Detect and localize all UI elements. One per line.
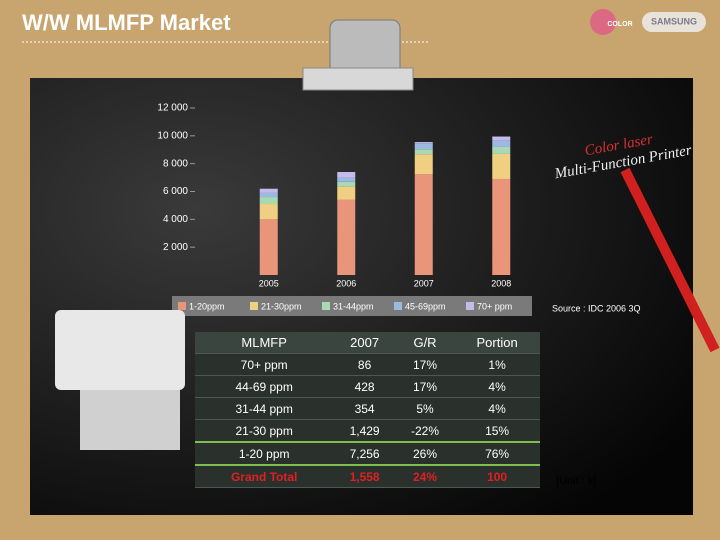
bar-segment <box>337 181 356 187</box>
table-cell: 21-30 ppm <box>195 419 334 443</box>
table-cell: 44-69 ppm <box>195 375 334 398</box>
bar-segment <box>337 177 356 182</box>
table-cell: 76% <box>454 441 540 466</box>
table-cell: -22% <box>395 419 455 443</box>
bar-segment <box>414 142 433 144</box>
table-cell: 1,429 <box>333 419 396 443</box>
bar-segment <box>414 174 433 275</box>
table-cell: 4% <box>454 375 540 398</box>
column-header: MLMFP <box>195 332 334 354</box>
bar-segment <box>492 178 511 275</box>
table-row: 31-44 ppm 354 5% 4% <box>195 397 540 420</box>
y-tick-label: 4 000 <box>163 214 188 225</box>
bar-segment <box>414 154 433 175</box>
header-row: MLMFP 2007 G/R Portion <box>195 332 540 354</box>
legend-swatch <box>466 302 474 310</box>
table-cell: 24% <box>395 465 455 488</box>
source: Source : IDC 2006 3Q <box>552 303 641 313</box>
legend-label: 70+ ppm <box>477 301 512 311</box>
column-header: 2007 <box>333 332 396 354</box>
y-tick-label: 6 000 <box>163 186 188 197</box>
table-cell: 5% <box>395 397 455 420</box>
bar-segment <box>259 219 278 275</box>
legend-label: 45-69ppm <box>405 301 446 311</box>
legend-label: 1-20ppm <box>189 301 225 311</box>
table-cell: 31-44 ppm <box>195 397 334 420</box>
y-tick-label: 2 000 <box>163 242 188 253</box>
x-tick-label: 2008 <box>491 278 511 288</box>
table-cell: 15% <box>454 419 540 443</box>
table-cell: 428 <box>333 375 396 398</box>
legend-label: 31-44ppm <box>333 301 374 311</box>
table-row: 1-20 ppm 7,256 26% 76% <box>195 441 540 466</box>
bar-segment <box>259 188 278 193</box>
bar-segment <box>414 149 433 155</box>
unit: [Unit : k] <box>556 475 597 487</box>
x-tick-label: 2005 <box>259 278 279 288</box>
logo-icon <box>590 9 616 35</box>
y-tick-label: 10 000 <box>157 130 188 141</box>
table-cell: 17% <box>395 375 455 398</box>
table-cell: 26% <box>395 441 455 466</box>
bar-segment <box>337 199 356 275</box>
brand-badge <box>642 12 706 32</box>
bar-segment <box>492 153 511 179</box>
table-cell: 1-20 ppm <box>195 441 334 466</box>
table-cell: 100 <box>454 465 540 488</box>
bar-segment <box>259 192 278 198</box>
x-tick-label: 2007 <box>414 278 434 288</box>
bar-segment <box>337 172 356 178</box>
column-header: G/R <box>395 332 455 354</box>
bar-segment <box>259 197 278 205</box>
clip-base <box>302 67 414 91</box>
table-cell: 4% <box>454 397 540 420</box>
bar-segment <box>337 186 356 200</box>
table-cell: 70+ ppm <box>195 353 334 376</box>
table-cell: 1% <box>454 353 540 376</box>
printer-base <box>80 390 180 450</box>
slide-title: W/W MLMFP Market <box>22 10 231 35</box>
legend-swatch <box>178 302 186 310</box>
table-cell: 17% <box>395 353 455 376</box>
table-cell: 354 <box>333 397 396 420</box>
table-row: 21-30 ppm 1,429 -22% 15% <box>195 419 540 443</box>
bar-segment <box>492 146 511 154</box>
legend-box <box>172 296 532 316</box>
table-cell: 7,256 <box>333 441 396 466</box>
y-tick-label: 12 000 <box>157 103 188 114</box>
legend-swatch <box>250 302 258 310</box>
legend-swatch <box>322 302 330 310</box>
table-row: Grand Total 1,558 24% 100 <box>195 465 540 488</box>
printer <box>55 310 185 390</box>
table-row: 70+ ppm 86 17% 1% <box>195 353 540 376</box>
legend-label: 21-30ppm <box>261 301 302 311</box>
bar-segment <box>259 204 278 220</box>
table-cell: Grand Total <box>195 465 334 488</box>
table-row: 44-69 ppm 428 17% 4% <box>195 375 540 398</box>
brand: SAMSUNG <box>651 16 697 26</box>
column-header: Portion <box>454 332 540 354</box>
table-cell: 86 <box>333 353 396 376</box>
data-table: MLMFP 2007 G/R Portion 70+ ppm 86 17% 1% 44-69 p… <box>195 332 540 488</box>
table-cell: 1,558 <box>333 465 396 488</box>
bar-segment <box>414 143 433 150</box>
legend-swatch <box>394 302 402 310</box>
pencil <box>620 167 720 353</box>
bar-segment <box>492 140 511 147</box>
y-tick-label: 8 000 <box>163 158 188 169</box>
x-tick-label: 2006 <box>336 278 356 288</box>
bar-segment <box>492 136 511 141</box>
logo-text: COLOR <box>607 21 632 28</box>
